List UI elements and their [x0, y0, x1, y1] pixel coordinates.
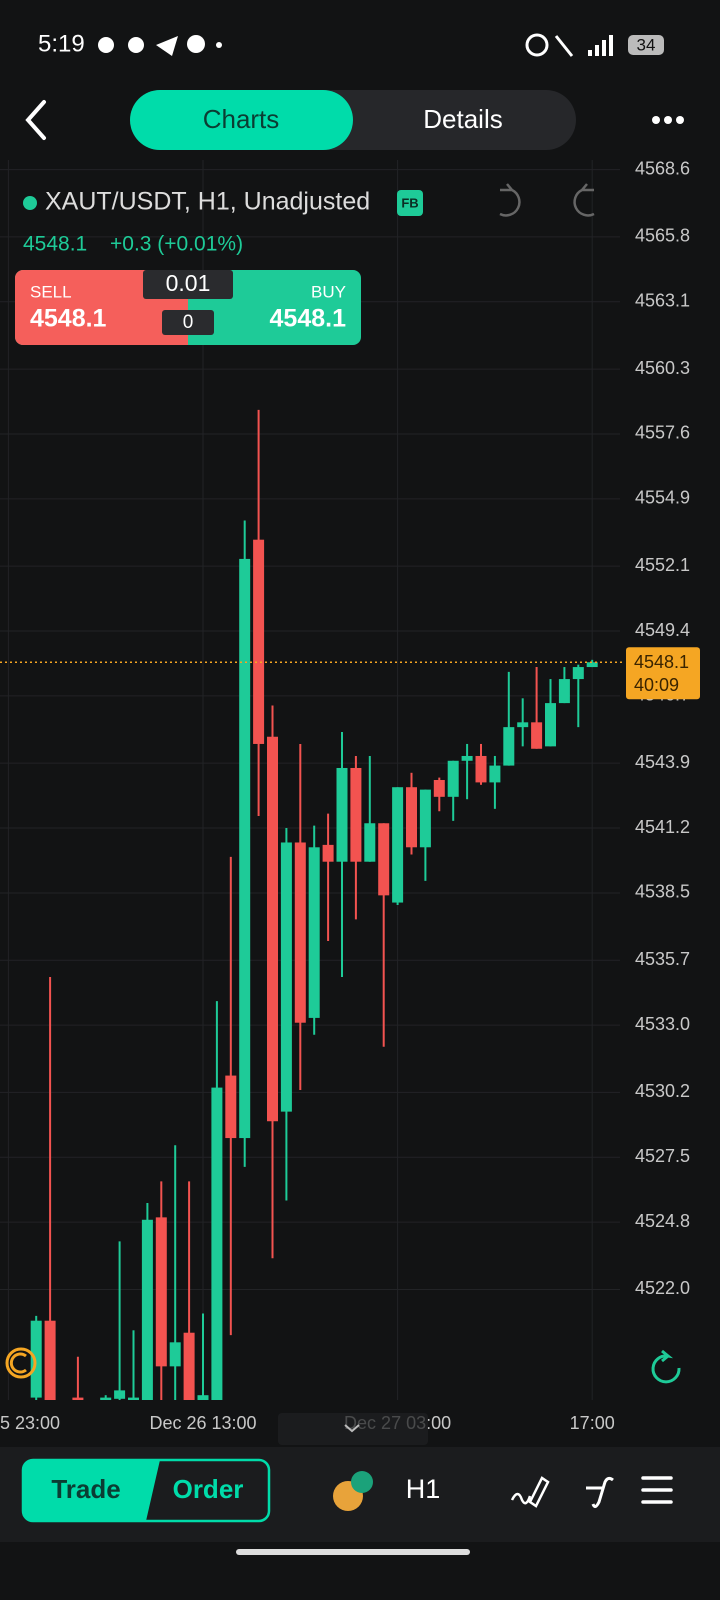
y-tick-label: 4535.7	[635, 949, 690, 969]
candle-body	[392, 787, 404, 903]
price-tag-countdown: 40:09	[634, 675, 679, 695]
status-icons	[98, 33, 664, 57]
candle-body	[447, 760, 459, 797]
badge	[397, 190, 423, 216]
candle-body	[336, 767, 348, 862]
trade-active[interactable]	[23, 1460, 160, 1521]
price-tag	[626, 647, 700, 700]
y-tick-label: 4552.1	[635, 555, 690, 575]
back-button[interactable]	[25, 100, 46, 140]
lot-size: 0.01	[166, 270, 211, 296]
candle-body	[239, 558, 251, 1139]
badge-text: FB	[401, 195, 418, 210]
y-tick-label: 4549.4	[635, 620, 690, 640]
price-change: +0.3 (+0.01%)	[110, 233, 243, 256]
candle-body	[253, 539, 265, 744]
sell-price: 4548.1	[30, 305, 107, 333]
candle-body	[475, 755, 487, 783]
tab-active[interactable]	[130, 90, 353, 150]
c-icon[interactable]	[5, 1347, 37, 1379]
x-tick-label: 17:00	[570, 1413, 615, 1433]
y-tick-label: 4565.8	[635, 226, 690, 246]
y-tick-label: 4554.9	[635, 488, 690, 508]
trade-button[interactable]: Trade	[51, 1474, 120, 1504]
plot	[0, 160, 625, 1410]
y-tick-label: 4522.0	[635, 1278, 690, 1298]
status-time: 5:19	[38, 30, 85, 57]
candle-body	[461, 755, 473, 761]
candle-body	[531, 722, 543, 749]
y-tick-label: 4533.0	[635, 1014, 690, 1034]
x-tick-label: 5 23:00	[0, 1413, 60, 1433]
price-tag-value: 4548.1	[634, 652, 689, 672]
y-tick-label: 4543.9	[635, 752, 690, 772]
reset-button[interactable]	[651, 1349, 681, 1384]
y-tick-label: 4527.5	[635, 1146, 690, 1166]
candle-body	[280, 842, 292, 1112]
undo-button[interactable]	[499, 183, 521, 217]
lot-box[interactable]	[143, 270, 233, 299]
candle-body	[558, 679, 570, 704]
menu-button[interactable]	[641, 1476, 673, 1504]
candle-body	[141, 1219, 153, 1403]
candle-body	[183, 1332, 195, 1403]
buy-label: BUY	[311, 282, 346, 301]
y-tick-label: 4541.2	[635, 817, 690, 837]
candle-body	[169, 1342, 181, 1367]
redo-button[interactable]	[573, 183, 595, 217]
draw-button[interactable]	[510, 1476, 550, 1508]
y-tick-label: 4568.6	[635, 158, 690, 178]
candle-body	[322, 844, 334, 862]
candle-body	[350, 767, 362, 862]
candle-body	[308, 847, 320, 1018]
home-indicator	[236, 1549, 470, 1555]
y-tick-label: 4538.5	[635, 882, 690, 902]
candle-body	[419, 789, 431, 848]
last-price: 4548.1	[23, 233, 87, 256]
c-icon-glyph	[9, 1352, 27, 1374]
candle-body	[225, 1075, 237, 1139]
candle-body	[30, 1320, 42, 1398]
y-tick-label: 4557.6	[635, 423, 690, 443]
candle-body	[378, 823, 390, 896]
order-button[interactable]: Order	[173, 1474, 244, 1504]
candle-body	[586, 662, 598, 668]
candle-body	[489, 765, 501, 783]
y-tick-label: 4524.8	[635, 1211, 690, 1231]
candle-body	[503, 727, 515, 766]
y-tick-label: 4560.3	[635, 358, 690, 378]
candle-body	[572, 667, 584, 680]
y-tick-label: 4563.1	[635, 291, 690, 311]
live-dot	[23, 196, 37, 210]
battery-level: 34	[637, 35, 656, 54]
count: 0	[183, 312, 194, 333]
candle-body	[211, 1087, 223, 1403]
candle-body	[44, 1320, 56, 1400]
coin-icon-2	[351, 1471, 373, 1493]
x-tick-label: Dec 26 13:00	[149, 1413, 256, 1433]
candle-body	[155, 1217, 167, 1367]
sell-label: SELL	[30, 282, 72, 301]
tab-details[interactable]: Details	[423, 104, 502, 134]
y-tick-label: 4530.2	[635, 1081, 690, 1101]
interval-button[interactable]: H1	[406, 1474, 441, 1504]
candle-body	[545, 703, 556, 747]
candle-body	[197, 1395, 209, 1403]
indicator-button[interactable]	[586, 1476, 614, 1509]
candle-body	[406, 787, 417, 848]
candle-body	[114, 1390, 126, 1399]
candle-body	[267, 736, 278, 1122]
candle-body	[517, 722, 529, 728]
count-box	[162, 310, 214, 335]
collapse-chevron	[344, 1424, 360, 1433]
tab-charts[interactable]: Charts	[203, 104, 280, 134]
candle-body	[294, 842, 306, 1023]
more-button[interactable]	[652, 116, 684, 124]
chart-title: XAUT/USDT, H1, Unadjusted	[45, 188, 370, 216]
buy-price: 4548.1	[270, 305, 347, 333]
candle-body	[433, 780, 445, 797]
candle-body	[364, 823, 376, 862]
